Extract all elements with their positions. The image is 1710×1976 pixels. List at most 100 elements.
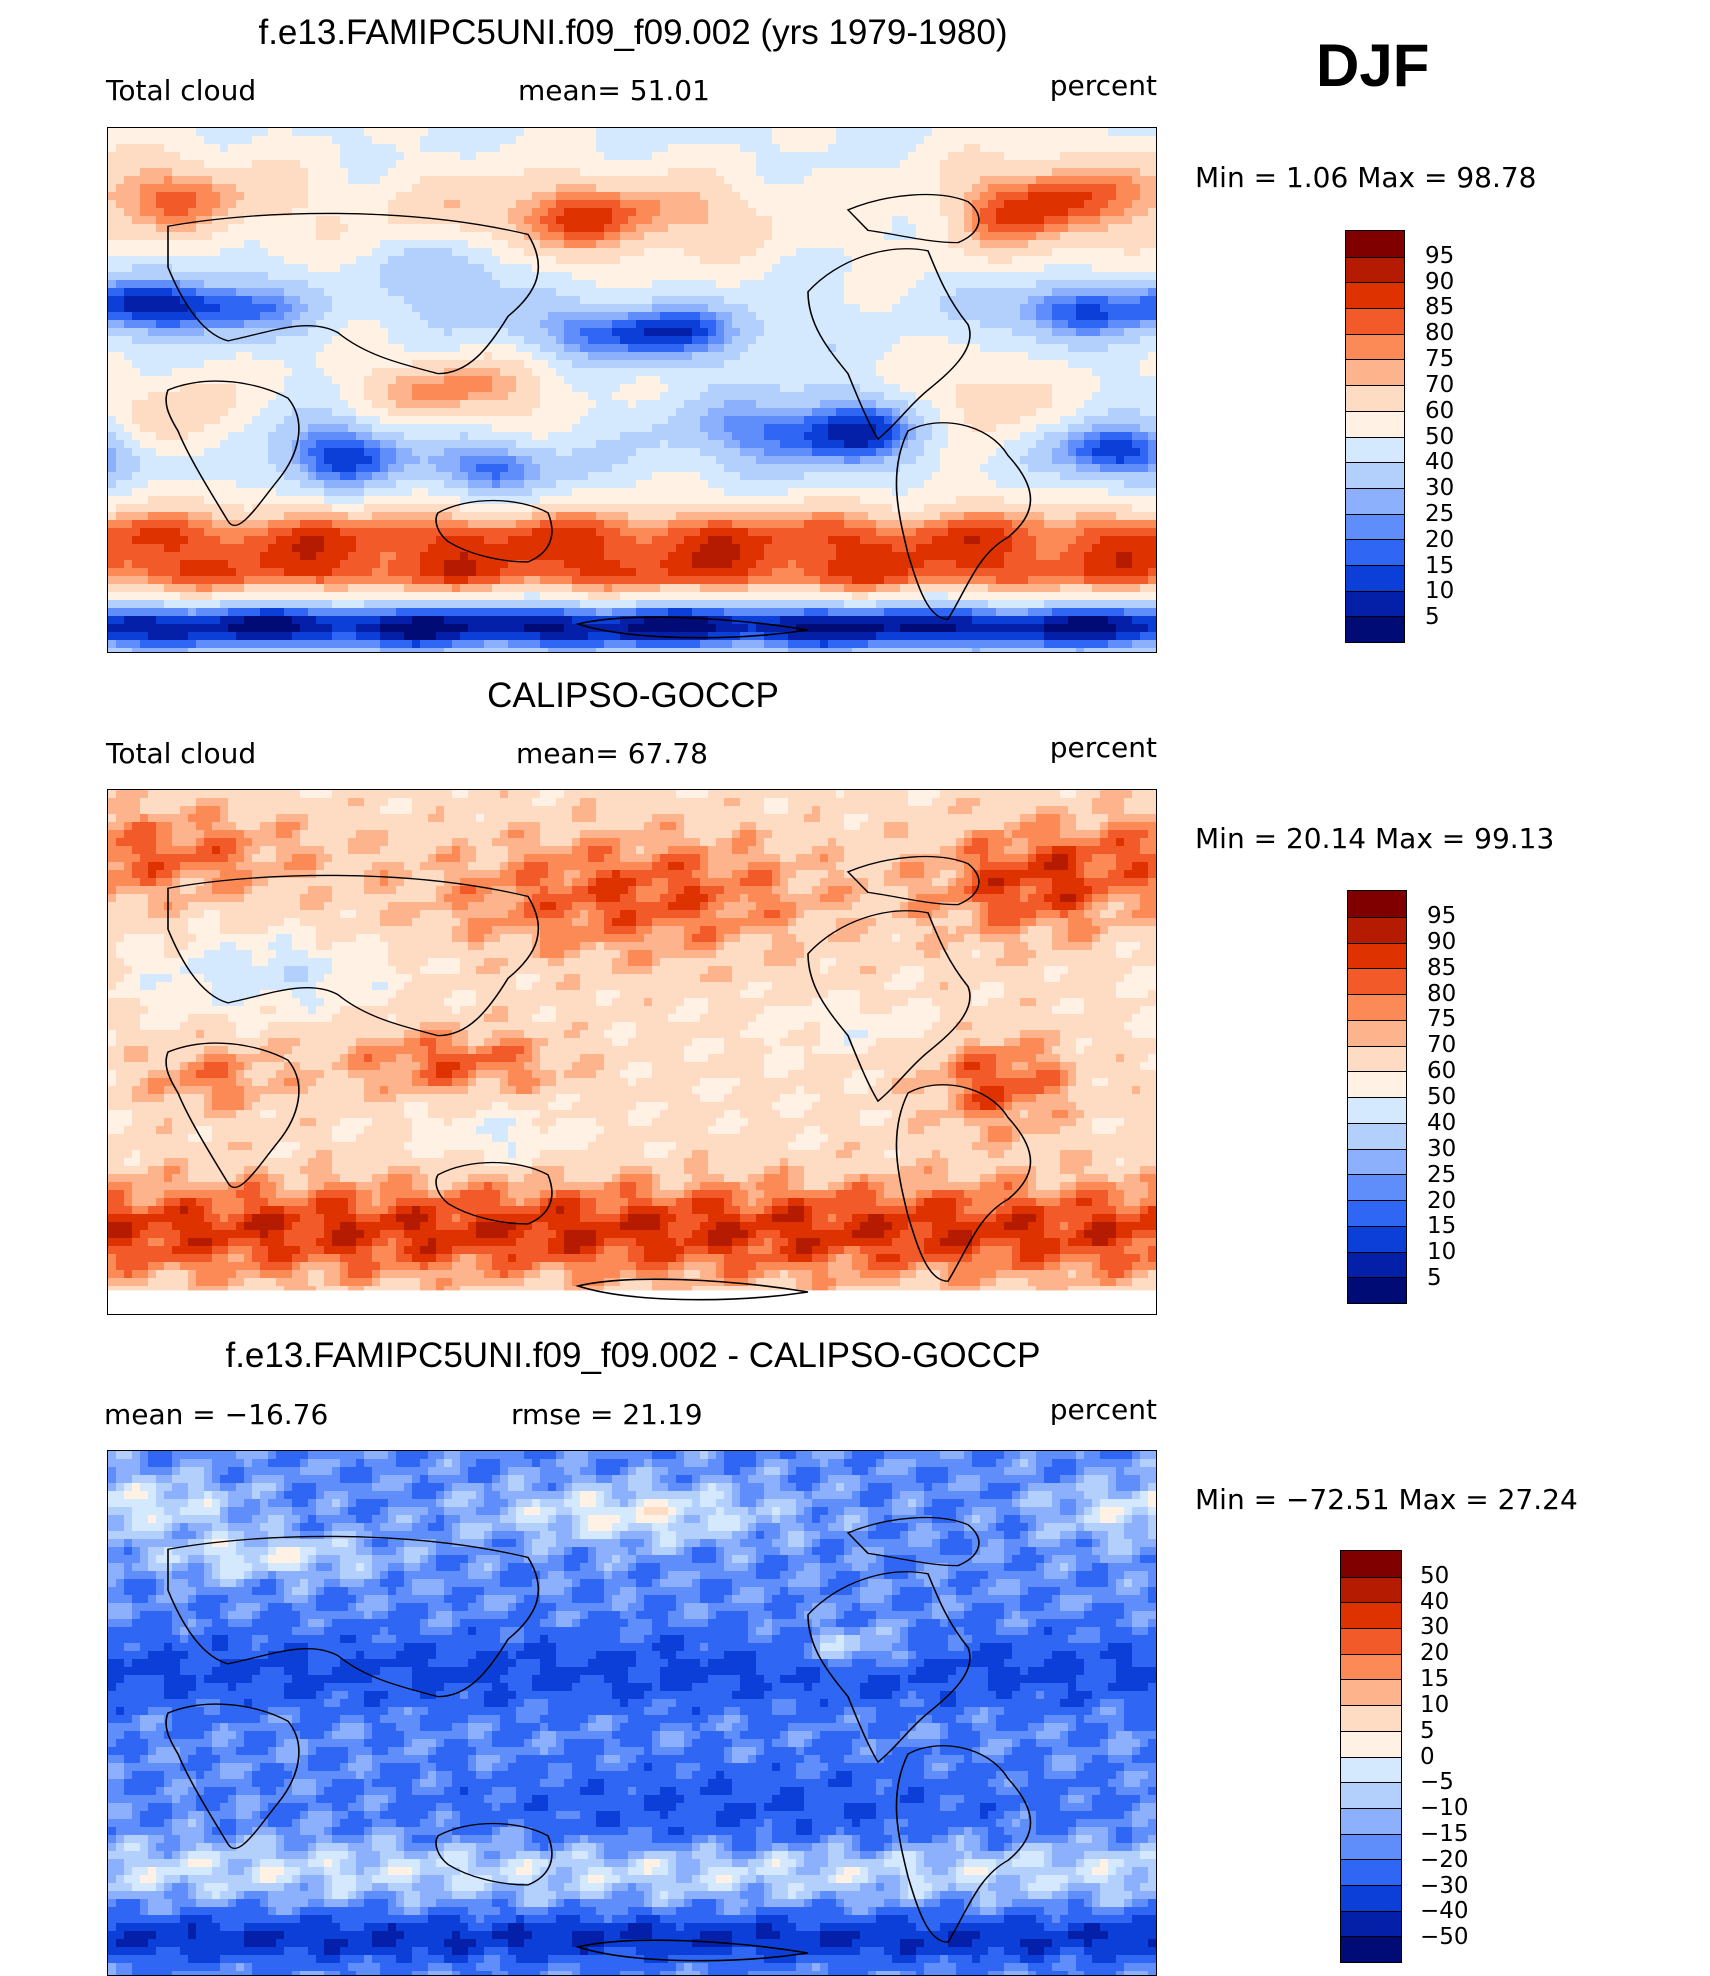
contour-cell [164, 320, 173, 329]
contour-cell [412, 256, 421, 265]
contour-cell [708, 280, 717, 289]
contour-cell [1012, 208, 1021, 217]
contour-cell [180, 368, 189, 377]
contour-cell [956, 136, 965, 145]
contour-cell [228, 352, 237, 361]
contour-cell [324, 280, 333, 289]
contour-cell [756, 376, 765, 385]
contour-cell [244, 216, 253, 225]
contour-cell [316, 160, 325, 169]
contour-cell [700, 280, 709, 289]
contour-cell [1140, 280, 1149, 289]
contour-cell [476, 232, 485, 241]
contour-cell [116, 352, 125, 361]
contour-cell [828, 224, 837, 233]
contour-cell [204, 224, 213, 233]
contour-cell [348, 424, 357, 433]
contour-cell [524, 336, 533, 345]
contour-cell [660, 272, 669, 281]
contour-cell [436, 336, 445, 345]
contour-cell [396, 408, 405, 417]
contour-cell [1068, 328, 1077, 337]
contour-cell [1148, 208, 1156, 217]
contour-cell [748, 392, 757, 401]
contour-cell [116, 432, 125, 441]
contour-cell [260, 216, 269, 225]
contour-cell [1116, 176, 1125, 185]
contour-cell [988, 296, 997, 305]
contour-cell [484, 328, 493, 337]
contour-cell [644, 128, 653, 137]
contour-cell [980, 192, 989, 201]
contour-cell [108, 280, 117, 289]
contour-cell [1052, 424, 1061, 433]
contour-cell [116, 216, 125, 225]
contour-cell [900, 328, 909, 337]
contour-cell [524, 272, 533, 281]
contour-cell [756, 128, 765, 137]
contour-cell [124, 240, 133, 249]
contour-cell [196, 184, 205, 193]
contour-cell [596, 304, 605, 313]
contour-cell [196, 336, 205, 345]
contour-cell [244, 200, 253, 209]
contour-cell [612, 424, 621, 433]
contour-cell [852, 224, 861, 233]
contour-cell [316, 144, 325, 153]
contour-cell [148, 200, 157, 209]
contour-cell [660, 216, 669, 225]
contour-cell [700, 296, 709, 305]
contour-cell [540, 400, 549, 409]
contour-cell [252, 272, 261, 281]
contour-cell [356, 200, 365, 209]
contour-cell [188, 184, 197, 193]
contour-cell [636, 248, 645, 257]
contour-cell [556, 248, 565, 257]
contour-cell [1116, 184, 1125, 193]
contour-cell [516, 184, 525, 193]
contour-cell [828, 240, 837, 249]
contour-cell [1084, 424, 1093, 433]
contour-cell [940, 184, 949, 193]
contour-cell [732, 184, 741, 193]
contour-cell [732, 376, 741, 385]
contour-cell [292, 368, 301, 377]
contour-cell [876, 360, 885, 369]
contour-cell [204, 152, 213, 161]
contour-cell [652, 152, 661, 161]
contour-cell [284, 376, 293, 385]
contour-cell [820, 376, 829, 385]
contour-cell [1012, 424, 1021, 433]
contour-cell [404, 208, 413, 217]
contour-cell [556, 408, 565, 417]
contour-cell [548, 352, 557, 361]
contour-cell [180, 248, 189, 257]
contour-cell [260, 160, 269, 169]
contour-cell [1044, 192, 1053, 201]
contour-cell [444, 224, 453, 233]
contour-cell [708, 384, 717, 393]
contour-cell [812, 256, 821, 265]
contour-cell [988, 200, 997, 209]
contour-cell [876, 176, 885, 185]
contour-cell [772, 232, 781, 241]
contour-cell [860, 416, 869, 425]
contour-cell [1092, 272, 1101, 281]
contour-cell [820, 136, 829, 145]
contour-cell [636, 192, 645, 201]
contour-cell [1100, 320, 1109, 329]
contour-cell [204, 432, 213, 441]
contour-cell [1052, 248, 1061, 257]
contour-cell [876, 280, 885, 289]
contour-cell [444, 184, 453, 193]
contour-cell [452, 424, 461, 433]
contour-cell [484, 216, 493, 225]
contour-cell [708, 376, 717, 385]
contour-cell [620, 280, 629, 289]
contour-cell [292, 152, 301, 161]
contour-cell [612, 408, 621, 417]
contour-cell [172, 344, 181, 353]
contour-cell [1148, 344, 1156, 353]
contour-cell [404, 408, 413, 417]
contour-cell [444, 304, 453, 313]
